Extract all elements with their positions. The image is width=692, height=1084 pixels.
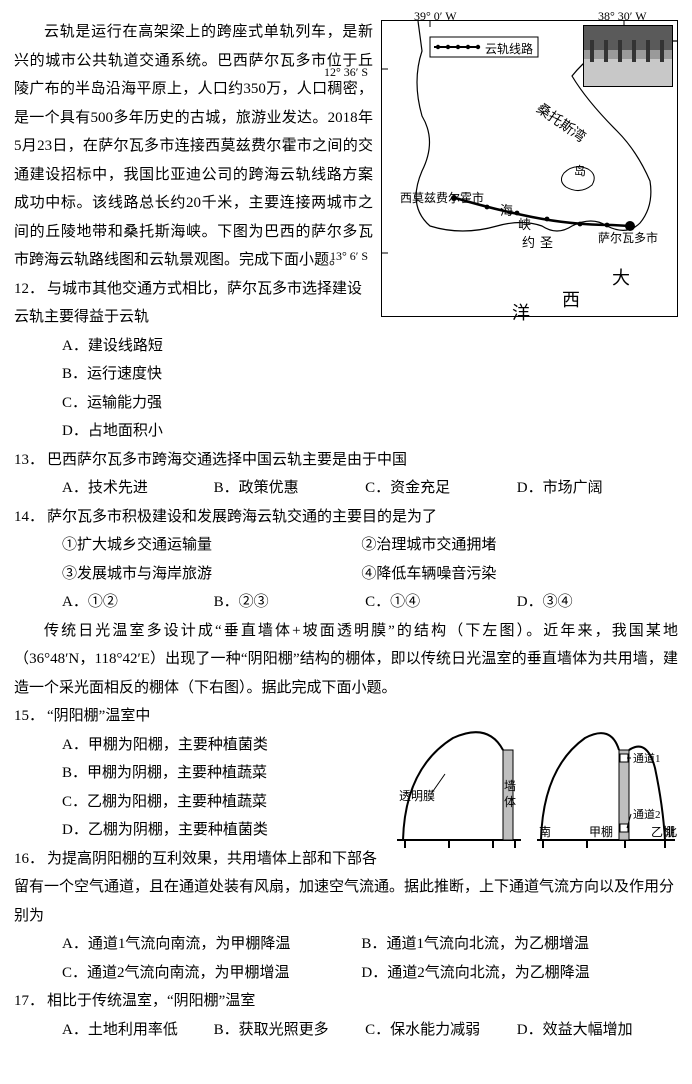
lon-left-label: 39° 0′ W xyxy=(414,5,457,28)
north-label: 北 xyxy=(665,825,677,839)
q13-opt-b[interactable]: B．政策优惠 xyxy=(214,474,362,503)
ocean-xi: 西 xyxy=(562,283,580,317)
island-label: 岛 xyxy=(574,160,586,183)
q16-opt-c[interactable]: C．通道2气流向南流，为甲棚增温 xyxy=(62,959,358,988)
wall-label-1: 墙 xyxy=(504,779,516,793)
map-legend-label: 云轨线路 xyxy=(485,38,533,61)
q16-stem: 为提高阴阳棚的互利效果，共用墙体上部和下部各留有一个空气通道，且在通道处装有风扇… xyxy=(14,851,674,924)
q17-opt-a[interactable]: A．土地利用率低 xyxy=(62,1016,210,1045)
q14-c3: ③发展城市与海岸旅游 xyxy=(62,560,358,589)
q14-opt-a[interactable]: A．①② xyxy=(62,588,210,617)
q15-number: 15． xyxy=(14,702,47,731)
q16-opt-d[interactable]: D．通道2气流向北流，为乙棚降温 xyxy=(361,959,657,988)
south-label: 南 xyxy=(539,824,551,839)
t1-label: 通道1 xyxy=(633,751,661,765)
q17-options: A．土地利用率低 B．获取光照更多 C．保水能力减弱 D．效益大幅增加 xyxy=(14,1016,678,1045)
jia-label: 甲棚 xyxy=(589,824,613,839)
q17-stem: 相比于传统温室，“阴阳棚”温室 xyxy=(47,993,255,1009)
q13-number: 13． xyxy=(14,446,47,475)
map-figure: 39° 0′ W 38° 30′ W 12° 36′ S 13° 6′ S 云轨… xyxy=(381,20,678,317)
q14-options: A．①② B．②③ C．①④ D．③④ xyxy=(14,588,678,617)
q17-opt-c[interactable]: C．保水能力减弱 xyxy=(365,1016,513,1045)
q13-options: A．技术先进 B．政策优惠 C．资金充足 D．市场广阔 xyxy=(14,474,678,503)
q12-stem: 与城市其他交通方式相比，萨尔瓦多市选择建设云轨主要得益于云轨 xyxy=(14,281,362,326)
q14-circled: ①扩大城乡交通运输量 ②治理城市交通拥堵 ③发展城市与海岸旅游 ④降低车辆噪音污… xyxy=(14,531,678,588)
q16-options: A．通道1气流向南流，为甲棚降温 B．通道1气流向北流，为乙棚增温 C．通道2气… xyxy=(14,930,678,987)
t2-label: 通道2 xyxy=(633,807,661,821)
q14-c4: ④降低车辆噪音污染 xyxy=(361,560,657,589)
q14-stem: 萨尔瓦多市积极建设和发展跨海云轨交通的主要目的是为了 xyxy=(47,509,437,525)
q14-number: 14． xyxy=(14,503,47,532)
q12-opt-c[interactable]: C．运输能力强 xyxy=(14,389,678,418)
q15-stem: “阴阳棚”温室中 xyxy=(47,708,150,724)
lat-bottom-label: 13° 6′ S xyxy=(330,245,368,268)
q16-number: 16． xyxy=(14,845,47,874)
q12-options: A．建设线路短 B．运行速度快 C．运输能力强 D．占地面积小 xyxy=(14,332,678,446)
cloud-rail-photo xyxy=(583,25,673,87)
wall-label-2: 体 xyxy=(504,795,516,809)
lon-right-label: 38° 30′ W xyxy=(598,5,647,28)
q13-opt-a[interactable]: A．技术先进 xyxy=(62,474,210,503)
q14-opt-d[interactable]: D．③④ xyxy=(517,588,665,617)
q14-opt-b[interactable]: B．②③ xyxy=(214,588,362,617)
q12-opt-b[interactable]: B．运行速度快 xyxy=(14,360,678,389)
q13-opt-d[interactable]: D．市场广阔 xyxy=(517,474,665,503)
lat-top-label: 12° 36′ S xyxy=(324,61,368,84)
q16-opt-b[interactable]: B．通道1气流向北流，为乙棚增温 xyxy=(361,930,657,959)
strait-hai: 海 xyxy=(500,199,513,224)
ocean-yang: 洋 xyxy=(512,296,530,330)
q14-c1: ①扩大城乡交通运输量 xyxy=(62,531,358,560)
strait-sheng: 圣 xyxy=(540,231,553,256)
strait-yue: 约 xyxy=(522,231,535,256)
shed-figure: 透明膜 墙 体 通道1 通道2 甲棚 乙棚 南 北 xyxy=(393,708,678,858)
ocean-da: 大 xyxy=(612,261,630,295)
passage-2: 传统日光温室多设计成“垂直墙体+坡面透明膜”的结构（下左图）。近年来，我国某地（… xyxy=(14,617,678,703)
city-left-label: 西莫兹费尔霍市 xyxy=(400,187,484,210)
q17-opt-b[interactable]: B．获取光照更多 xyxy=(214,1016,362,1045)
q17-opt-d[interactable]: D．效益大幅增加 xyxy=(517,1016,665,1045)
question-14: 14．萨尔瓦多市积极建设和发展跨海云轨交通的主要目的是为了 ①扩大城乡交通运输量… xyxy=(14,503,678,617)
q13-stem: 巴西萨尔瓦多市跨海交通选择中国云轨主要是由于中国 xyxy=(47,452,407,468)
q13-opt-c[interactable]: C．资金充足 xyxy=(365,474,513,503)
film-label: 透明膜 xyxy=(399,789,435,803)
q12-opt-a[interactable]: A．建设线路短 xyxy=(14,332,678,361)
question-17: 17．相比于传统温室，“阴阳棚”温室 A．土地利用率低 B．获取光照更多 C．保… xyxy=(14,987,678,1044)
q16-opt-a[interactable]: A．通道1气流向南流，为甲棚降温 xyxy=(62,930,358,959)
city-right-label: 萨尔瓦多市 xyxy=(598,227,658,250)
shed-svg: 透明膜 墙 体 通道1 通道2 甲棚 乙棚 南 北 xyxy=(393,708,678,858)
q14-c2: ②治理城市交通拥堵 xyxy=(361,531,657,560)
q17-number: 17． xyxy=(14,987,47,1016)
question-16: 16．为提高阴阳棚的互利效果，共用墙体上部和下部各留有一个空气通道，且在通道处装… xyxy=(14,845,678,988)
question-13: 13．巴西萨尔瓦多市跨海交通选择中国云轨主要是由于中国 A．技术先进 B．政策优… xyxy=(14,446,678,503)
q12-number: 12． xyxy=(14,275,47,304)
q12-opt-d[interactable]: D．占地面积小 xyxy=(14,417,678,446)
q14-opt-c[interactable]: C．①④ xyxy=(365,588,513,617)
